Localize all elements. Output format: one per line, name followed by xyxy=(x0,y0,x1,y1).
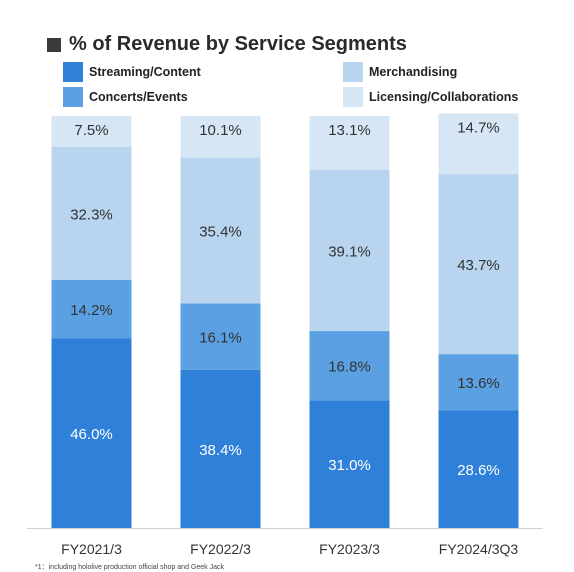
legend-item-streaming: Streaming/Content xyxy=(63,62,201,82)
bar-segment xyxy=(438,113,519,175)
data-label: 7.5% xyxy=(74,122,108,139)
bar-segment xyxy=(309,169,390,332)
legend-label: Concerts/Events xyxy=(89,90,188,104)
x-tick-label: FY2023/3 xyxy=(319,541,380,557)
bar-segment xyxy=(180,157,261,304)
data-label: 28.6% xyxy=(457,462,500,479)
data-label: 13.6% xyxy=(457,375,500,392)
legend-item-merchandising: Merchandising xyxy=(343,62,457,82)
legend-item-concerts: Concerts/Events xyxy=(63,87,188,107)
bar-segment xyxy=(309,331,390,401)
chart-title-block: % of Revenue by Service Segments xyxy=(47,33,407,56)
legend-swatch xyxy=(63,87,83,107)
bar-segment xyxy=(51,116,132,147)
data-label: 39.1% xyxy=(328,244,371,261)
data-label: 16.8% xyxy=(328,359,371,376)
data-label: 46.0% xyxy=(70,426,113,443)
bar-segment xyxy=(51,279,132,339)
data-label: 38.4% xyxy=(199,442,242,459)
legend-label: Licensing/Collaborations xyxy=(369,90,519,104)
legend-swatch xyxy=(343,62,363,82)
chart-title: % of Revenue by Service Segments xyxy=(69,33,407,55)
bar-segment xyxy=(180,303,261,370)
data-label: 13.1% xyxy=(328,122,371,139)
x-tick-label: FY2024/3Q3 xyxy=(439,541,519,557)
bar-segment xyxy=(51,146,132,280)
legend-label: Merchandising xyxy=(369,65,458,79)
data-label: 14.7% xyxy=(457,120,500,137)
bar-segment xyxy=(438,174,519,355)
footnote: *1：including hololive production officia… xyxy=(35,564,224,571)
legend-label: Streaming/Content xyxy=(89,65,201,79)
bar-segment xyxy=(309,116,390,170)
bar-segment xyxy=(180,116,261,158)
data-label: 14.2% xyxy=(70,302,113,319)
data-label: 10.1% xyxy=(199,122,242,139)
data-label: 35.4% xyxy=(199,224,242,241)
data-label: 31.0% xyxy=(328,457,371,474)
bar-segment xyxy=(51,338,132,528)
title-square-icon xyxy=(47,37,61,52)
legend-swatch xyxy=(343,87,363,107)
data-label: 32.3% xyxy=(70,206,113,223)
bar-segment xyxy=(438,354,519,411)
bar-segment xyxy=(180,369,261,528)
x-tick-label: FY2021/3 xyxy=(61,541,122,557)
x-tick-label: FY2022/3 xyxy=(190,541,251,557)
data-label: 16.1% xyxy=(199,330,242,347)
legend-swatch xyxy=(63,62,83,82)
legend-item-licensing: Licensing/Collaborations xyxy=(343,87,518,107)
bar-segment xyxy=(438,410,519,528)
bar-segment xyxy=(309,400,390,528)
data-label: 43.7% xyxy=(457,257,500,274)
